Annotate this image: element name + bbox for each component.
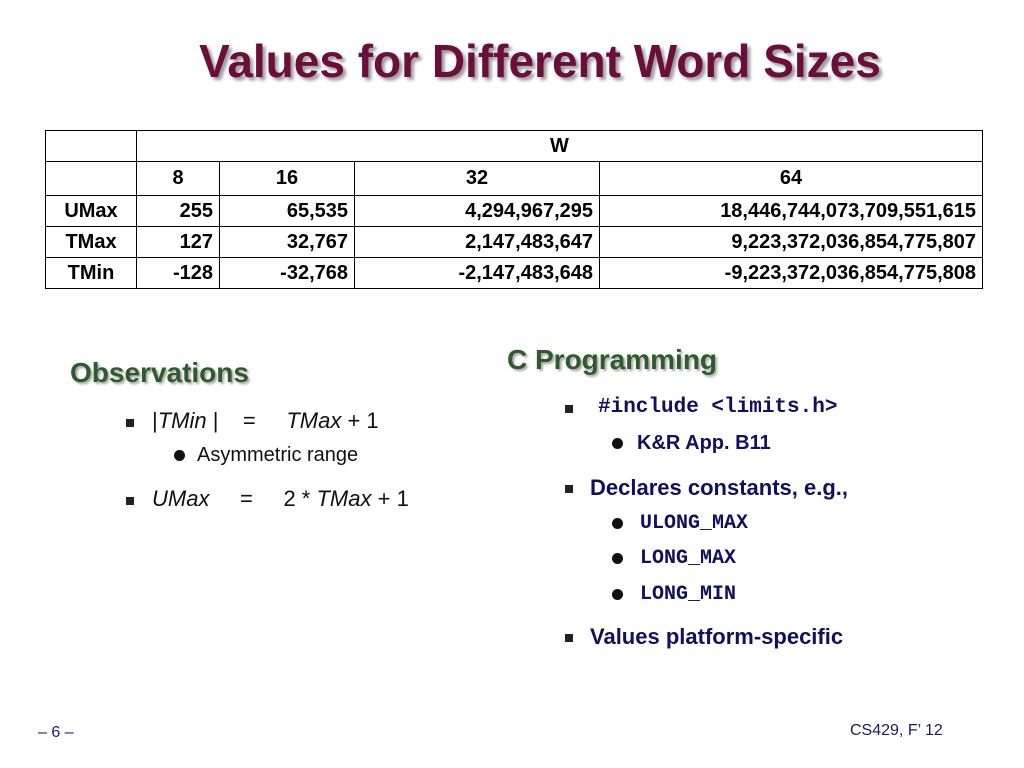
row-header: TMax [45,226,137,258]
table-cell: 2,147,483,647 [354,226,600,258]
bullet [174,450,185,461]
bullet [565,405,573,413]
table-cell: -128 [136,257,220,289]
course-label: CS429, F’ 12 [850,722,943,739]
text: TMin [157,408,207,433]
bullet [565,485,573,493]
bullet-text: Values platform-specific [590,624,844,649]
table-cell: -9,223,372,036,854,775,808 [599,257,983,289]
row-header: TMin [45,257,137,289]
bullet [612,438,623,449]
column-header: 16 [219,161,355,196]
bullet [126,497,134,505]
blank-cell [45,161,137,196]
column-header: 32 [354,161,600,196]
text: UMax [152,486,210,511]
text: 2 * [283,486,311,511]
sub-bullet-text: LONG_MAX [640,547,737,570]
bullet [565,634,573,642]
group-header: W [136,130,983,162]
table-cell: -32,768 [219,257,355,289]
bullet-text: Declares constants, e.g., [590,475,848,500]
row-header: UMax [45,195,137,227]
table-cell: -2,147,483,648 [354,257,600,289]
blank-cell [45,130,137,162]
table-cell: 32,767 [219,226,355,258]
sub-bullet-text: K&R App. B11 [637,432,771,454]
bullet [612,553,623,564]
column-header: 64 [599,161,983,196]
table-cell: 18,446,744,073,709,551,615 [599,195,983,227]
text: TMax [316,486,372,511]
bullet [612,589,623,600]
table-cell: 255 [136,195,220,227]
section-heading: C Programming [507,344,718,375]
bullet [126,419,134,427]
slide-title: Values for Different Word Sizes [199,35,881,87]
column-header: 8 [136,161,220,196]
text: | [152,408,158,433]
table-cell: 9,223,372,036,854,775,807 [599,226,983,258]
sub-bullet-text: Asymmetric range [197,444,359,466]
sub-bullet-text: ULONG_MAX [640,512,749,535]
text: = [242,408,256,433]
text: TMax [286,408,342,433]
text: | [212,408,219,433]
table-cell: 65,535 [219,195,355,227]
bullet [612,518,623,529]
bullet-text: |TMin | = TMax + 1 [152,408,379,434]
text: + 1 [347,408,379,433]
table-cell: 127 [136,226,220,258]
section-heading: Observations [70,357,249,388]
page-number: – 6 – [38,724,74,741]
bullet-text: UMax = 2 * TMax + 1 [152,486,409,512]
text: + 1 [377,486,409,511]
word-size-table: W 8 16 32 64 UMax 255 65,535 4,294,967,295 1… [45,130,983,289]
text: = [240,486,253,511]
sub-bullet-text: LONG_MIN [640,583,737,606]
bullet-text: #include <limits.h> [598,396,838,419]
table-cell: 4,294,967,295 [354,195,600,227]
